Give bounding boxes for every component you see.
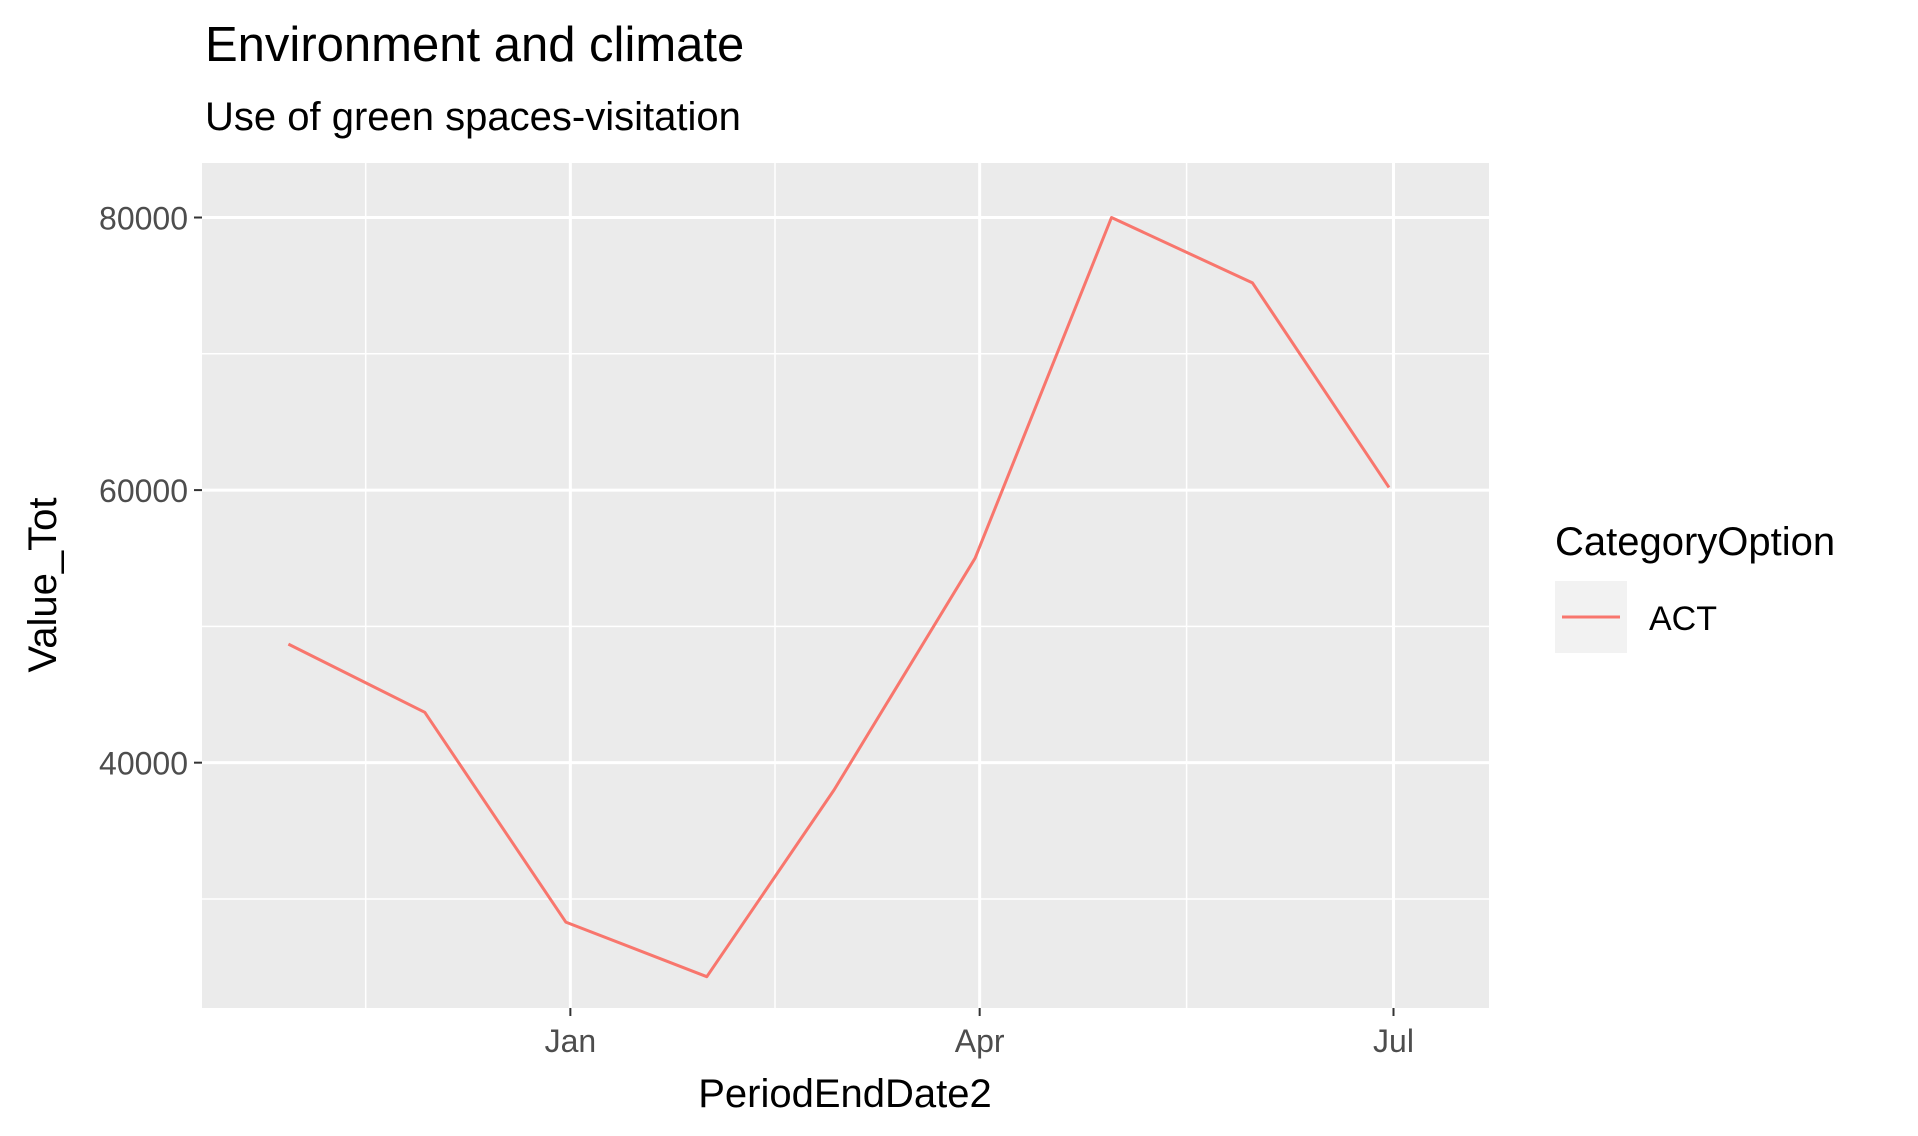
y-tick-label: 40000 (99, 746, 188, 782)
chart-subtitle: Use of green spaces-visitation (205, 95, 741, 139)
legend-title: CategoryOption (1555, 520, 1835, 564)
chart-title: Environment and climate (205, 18, 744, 72)
y-tick-label: 80000 (99, 201, 188, 237)
x-axis-label: PeriodEndDate2 (698, 1072, 992, 1116)
x-tick-label: Apr (955, 1023, 1005, 1059)
plot-panel (202, 163, 1489, 1008)
legend-entry-act: ACT (1649, 600, 1717, 638)
x-axis-ticks: Jan Apr Jul (545, 1008, 1414, 1059)
y-axis-label: Value_Tot (21, 498, 65, 673)
y-tick-label: 60000 (99, 473, 188, 509)
x-tick-label: Jan (545, 1023, 597, 1059)
x-tick-label: Jul (1373, 1023, 1414, 1059)
y-axis-ticks: 40000 60000 80000 (99, 201, 202, 782)
